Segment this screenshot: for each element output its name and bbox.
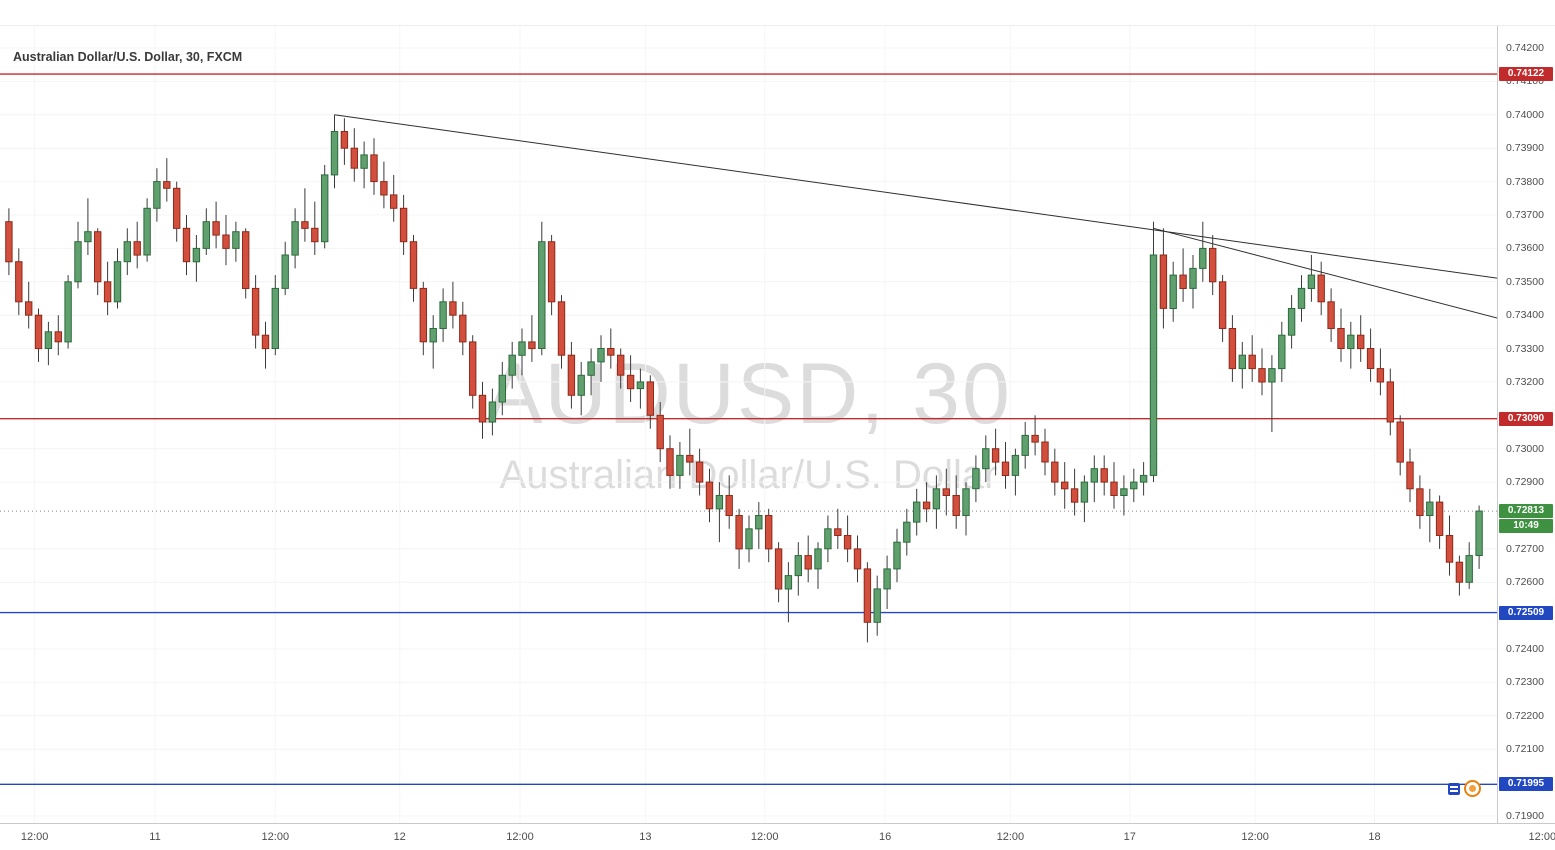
price-tick-label: 0.72600 [1506, 576, 1544, 589]
time-tick-label: 12:00 [1528, 831, 1555, 843]
time-tick-label: 12:00 [996, 831, 1025, 843]
price-tick-label: 0.72100 [1506, 743, 1544, 756]
price-tick-label: 0.73500 [1506, 275, 1544, 288]
time-tick-label: 12:00 [20, 831, 49, 843]
countdown-badge: 10:49 [1499, 519, 1553, 534]
price-tick-label: 0.74000 [1506, 108, 1544, 121]
price-axis[interactable]: 0.74200 0.74100 0.74000 0.73900 0.73800 0.737… [1498, 26, 1555, 823]
last-price-badge: 0.72813 [1499, 504, 1553, 519]
price-tick-label: 0.73600 [1506, 242, 1544, 255]
symbol-legend[interactable]: Australian Dollar/U.S. Dollar, 30, FXCM [13, 50, 243, 64]
trend-lines[interactable] [334, 114, 1498, 319]
price-line-badge: 0.72509 [1499, 605, 1553, 620]
horizontal-price-lines[interactable] [0, 73, 1497, 785]
price-line-badge: 0.74122 [1499, 67, 1553, 82]
price-tick-label: 0.73200 [1506, 375, 1544, 388]
price-tick-label: 0.73900 [1506, 142, 1544, 155]
price-tick-label: 0.73000 [1506, 442, 1544, 455]
time-tick-label: 12 [393, 831, 406, 843]
price-tick-label: 0.73700 [1506, 208, 1544, 221]
chart-canvas[interactable] [0, 26, 1497, 823]
time-tick-label: 12:00 [750, 831, 779, 843]
grid [0, 26, 1497, 823]
time-tick-label: 11 [149, 831, 161, 843]
time-tick-label: 17 [1123, 831, 1136, 843]
price-tick-label: 0.73400 [1506, 309, 1544, 322]
idea-marker-icon[interactable] [1448, 782, 1460, 795]
price-line-badge: 0.73090 [1499, 411, 1553, 426]
price-tick-label: 0.73300 [1506, 342, 1544, 355]
price-tick-label: 0.71900 [1506, 809, 1544, 822]
price-tick-label: 0.72700 [1506, 542, 1544, 555]
price-tick-label: 0.73800 [1506, 175, 1544, 188]
chart-main: AUDUSD, 30 Australian Dollar/U.S. Dollar… [0, 26, 1555, 823]
price-tick-label: 0.74200 [1506, 42, 1544, 55]
time-axis[interactable]: 12:00 11 12:00 12 12:00 13 12:00 16 12:00 17 12:00… [0, 823, 1555, 850]
time-tick-label: 12:00 [1241, 831, 1269, 843]
price-tick-label: 0.72300 [1506, 676, 1544, 689]
time-tick-label: 12:00 [506, 831, 534, 843]
top-toolbar [0, 0, 1555, 26]
time-tick-label: 16 [878, 831, 892, 843]
price-tick-label: 0.72200 [1506, 709, 1544, 722]
event-marker-icon[interactable] [1464, 780, 1481, 797]
price-tick-label: 0.72900 [1506, 476, 1544, 489]
price-tick-label: 0.72400 [1506, 643, 1544, 656]
chart-region[interactable]: AUDUSD, 30 Australian Dollar/U.S. Dollar… [0, 26, 1498, 823]
price-line-badge: 0.71995 [1499, 777, 1553, 792]
candles [5, 114, 1483, 643]
chart-markers [1448, 780, 1481, 797]
time-tick-label: 12:00 [261, 831, 290, 843]
time-tick-label: 13 [639, 831, 652, 843]
time-tick-label: 18 [1368, 831, 1381, 843]
